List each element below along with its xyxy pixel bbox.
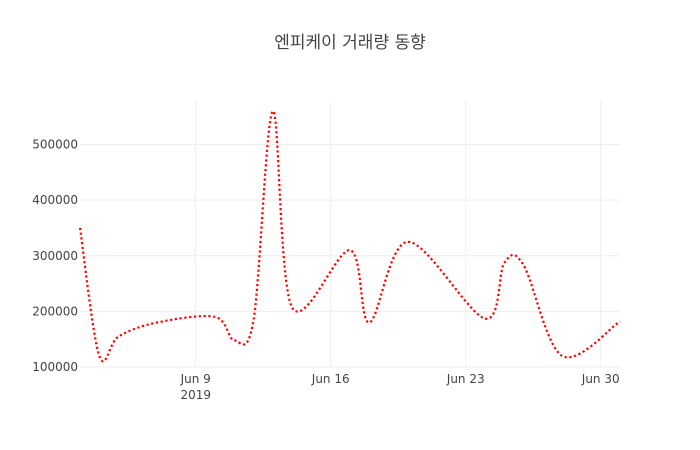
x-tick-label: Jun 9: [180, 372, 211, 386]
data-point: [231, 337, 237, 343]
x-tick-label: Jun 23: [446, 372, 485, 386]
data-point: [482, 316, 488, 322]
y-tick-label: 500000: [32, 138, 78, 152]
grid-layer: [80, 100, 620, 368]
y-tick-label: 200000: [32, 304, 78, 318]
data-point: [405, 239, 411, 245]
data-point: [559, 353, 565, 359]
x-tick-label: Jun 16: [311, 372, 350, 386]
data-point: [366, 320, 372, 326]
series-layer: [77, 108, 623, 363]
data-point: [501, 260, 507, 266]
chart-title: 엔피케이 거래량 동향: [274, 33, 426, 53]
y-tick-label: 100000: [32, 360, 78, 374]
x-axis: Jun 9 2019 Jun 16 Jun 23 Jun 30: [180, 372, 620, 402]
data-point: [347, 247, 353, 253]
data-point: [289, 304, 295, 310]
x-tick-sublabel: 2019: [180, 388, 211, 402]
series-line: [78, 109, 621, 363]
data-point: [270, 108, 276, 114]
y-axis: 100000 200000 300000 400000 500000: [32, 138, 78, 375]
data-point: [212, 314, 218, 320]
data-point: [521, 262, 527, 268]
y-tick-label: 400000: [32, 193, 78, 207]
data-point: [154, 320, 160, 326]
data-point: [116, 333, 122, 339]
y-tick-label: 300000: [32, 249, 78, 263]
x-tick-label: Jun 30: [581, 372, 620, 386]
data-point: [77, 225, 83, 231]
data-point: [251, 317, 257, 323]
data-point: [617, 318, 623, 324]
data-point: [96, 353, 102, 359]
